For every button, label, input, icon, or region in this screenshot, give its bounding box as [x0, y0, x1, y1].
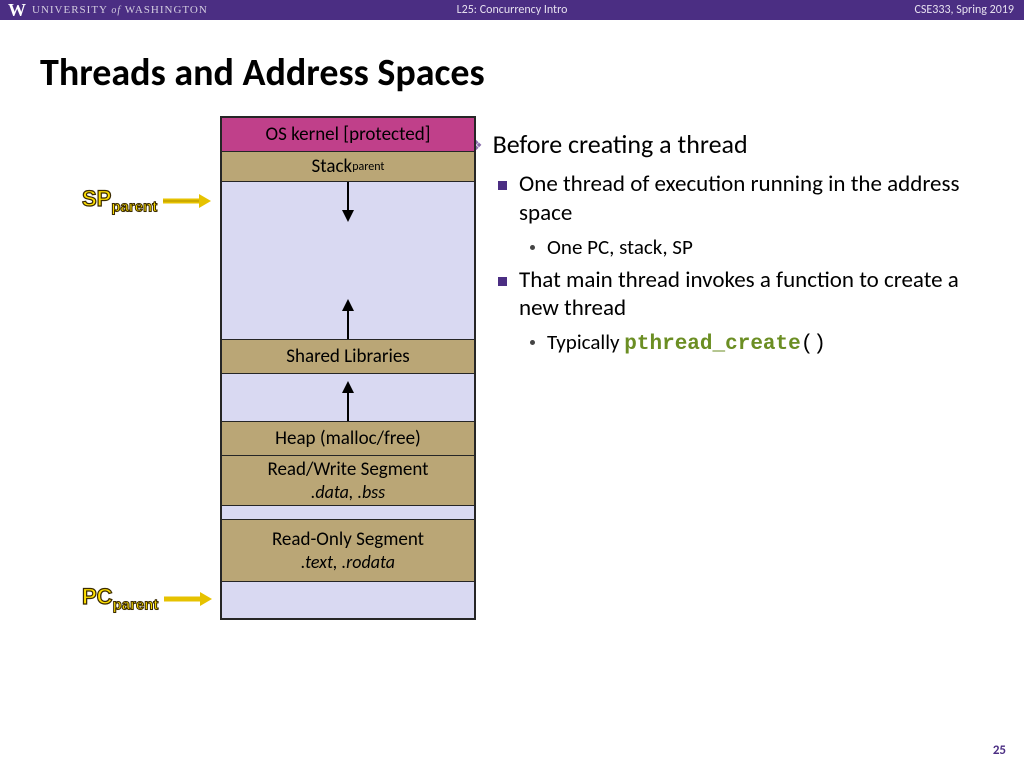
seg-rw: Read/Write Segment .data, .bss — [222, 456, 474, 506]
bullet-level2: That main thread invokes a function to c… — [498, 266, 984, 324]
seg-kernel: OS kernel [protected] — [222, 118, 474, 152]
bullet-list: ❖ Before creating a thread One thread of… — [470, 116, 984, 360]
seg-shared-lib: Shared Libraries — [222, 340, 474, 374]
seg-gap-mid — [222, 374, 474, 422]
address-space-diagram: SPparent PCparent OS kernel [protected] — [40, 116, 440, 360]
dot-bullet-icon — [530, 340, 535, 345]
seg-stack: Stackparent — [222, 152, 474, 182]
seg-heap: Heap (malloc/free) — [222, 422, 474, 456]
seg-gap-small — [222, 506, 474, 520]
heap-grow-arrow-icon — [338, 381, 358, 421]
bullet-level1: ❖ Before creating a thread — [470, 128, 984, 160]
lecture-title: L25: Concurrency Intro — [457, 3, 568, 17]
university-name: UNIVERSITY of WASHINGTON — [32, 4, 208, 16]
sp-parent-label: SPparent — [82, 186, 211, 215]
header-bar: W UNIVERSITY of WASHINGTON L25: Concurre… — [0, 0, 1024, 20]
seg-ro: Read-Only Segment .text, .rodata — [222, 520, 474, 582]
content-row: SPparent PCparent OS kernel [protected] — [40, 116, 984, 360]
dot-bullet-icon — [530, 245, 535, 250]
seg-gap-bottom — [222, 582, 474, 618]
bullet-level3: Typically pthread_create() — [530, 329, 984, 356]
page-number: 25 — [993, 743, 1006, 758]
stack-grow-arrow-icon — [338, 182, 358, 222]
slide-title: Threads and Address Spaces — [40, 50, 984, 96]
lib-grow-arrow-icon — [338, 299, 358, 339]
code-snippet: pthread_create — [624, 333, 800, 356]
slide-body: Threads and Address Spaces SPparent PCpa… — [0, 20, 1024, 360]
bullet-level2: One thread of execution running in the a… — [498, 170, 984, 228]
bullet-level3: One PC, stack, SP — [530, 234, 984, 260]
square-bullet-icon — [498, 181, 507, 190]
pc-parent-label: PCparent — [82, 584, 212, 613]
seg-gap-top — [222, 182, 474, 340]
course-id: CSE333, Spring 2019 — [915, 3, 1014, 17]
pc-arrow-icon — [164, 592, 212, 606]
uw-logo: W — [0, 0, 32, 21]
sp-arrow-icon — [163, 194, 211, 208]
memory-layout: OS kernel [protected] Stackparent Shared… — [220, 116, 476, 620]
square-bullet-icon — [498, 277, 507, 286]
